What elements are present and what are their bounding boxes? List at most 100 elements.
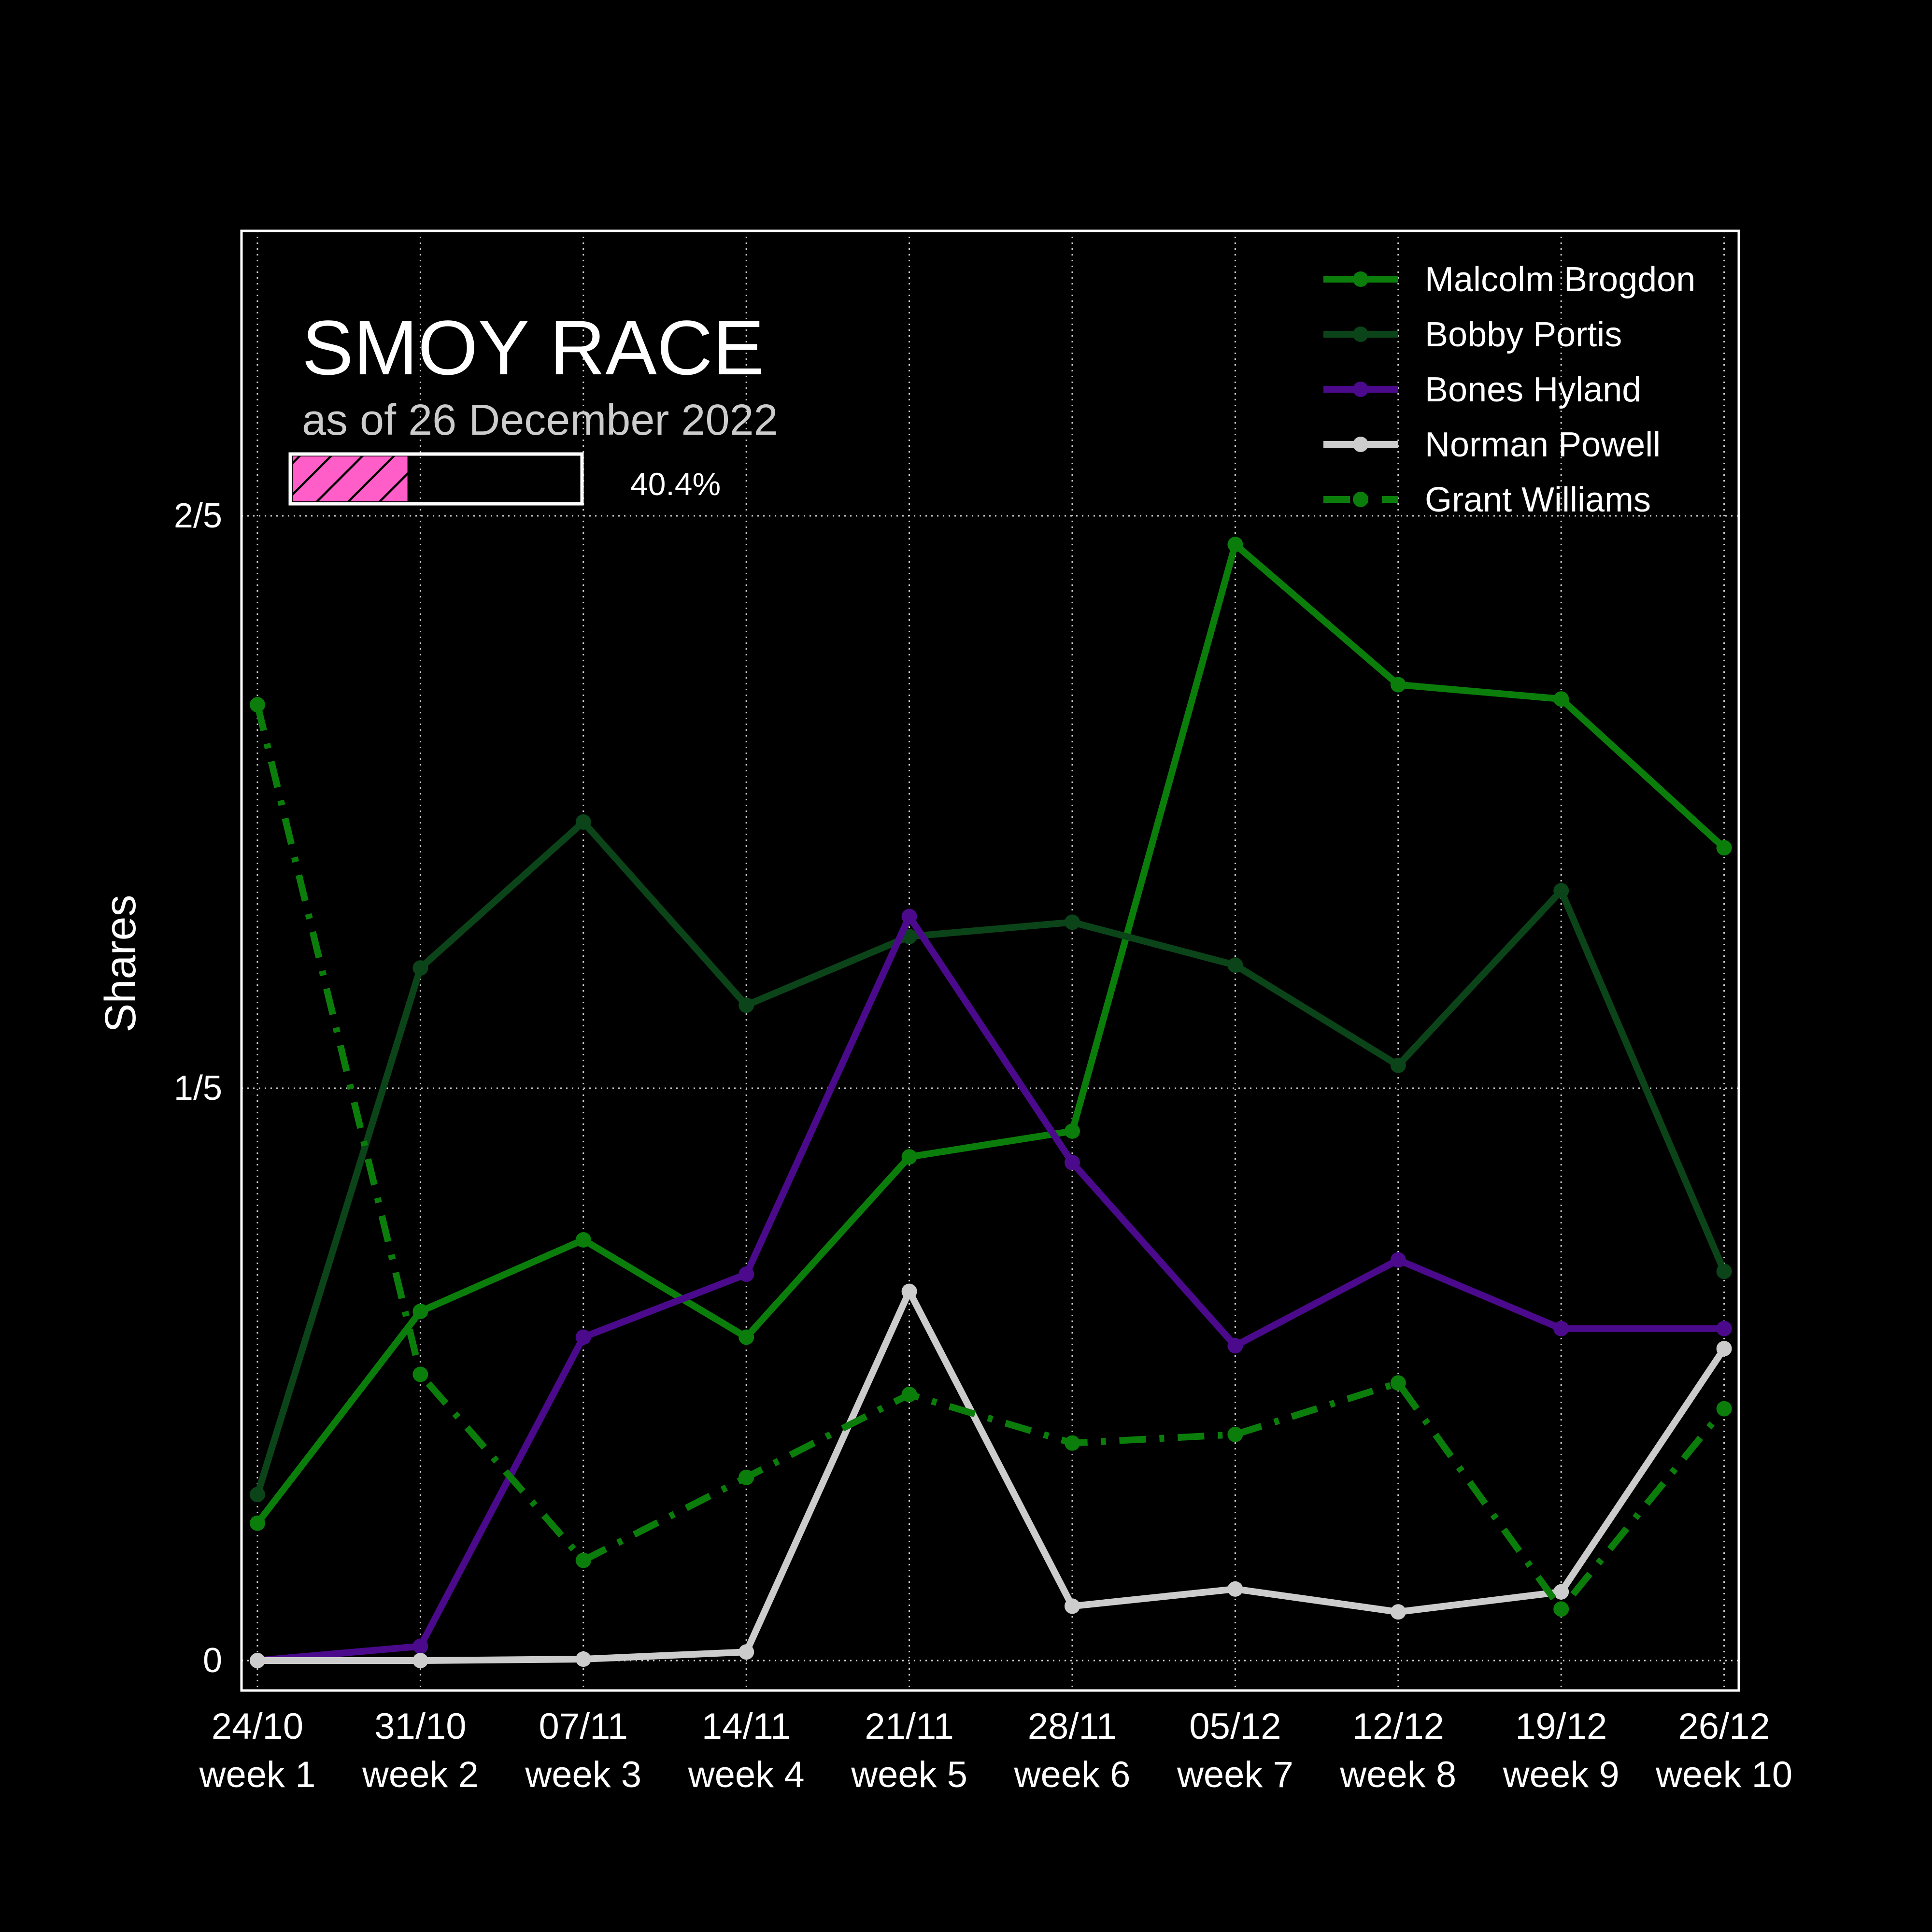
data-point: [412, 960, 428, 976]
legend-item: Norman Powell: [1323, 426, 1661, 464]
data-point: [739, 1644, 754, 1660]
series-line: [257, 1288, 1727, 1664]
progress-bar-border: [288, 452, 584, 506]
x-tick-label-week: week 10: [1655, 1754, 1792, 1795]
data-point: [412, 1653, 428, 1668]
legend-swatch-marker: [1353, 382, 1368, 397]
y-axis-label: Shares: [97, 895, 145, 1032]
legend-label: Norman Powell: [1425, 426, 1661, 464]
x-tick-label-date: 26/12: [1678, 1706, 1770, 1747]
data-point: [575, 1552, 591, 1568]
data-point: [1553, 1601, 1569, 1617]
series-line: [255, 541, 1727, 1525]
data-point: [901, 1149, 917, 1165]
x-tick-label-week: week 2: [362, 1754, 479, 1795]
data-point: [1716, 1341, 1732, 1357]
series-malcolm-brogdon: [250, 537, 1732, 1531]
y-tick-label: 1/5: [174, 1069, 222, 1108]
data-point: [1716, 1264, 1732, 1279]
legend-swatch-marker: [1353, 327, 1368, 342]
legend-label: Malcolm Brogdon: [1425, 260, 1695, 299]
data-point: [1390, 1375, 1406, 1391]
x-tick-label-date: 28/11: [1028, 1706, 1117, 1747]
data-point: [1716, 840, 1732, 856]
x-tick-label-week: week 1: [199, 1754, 316, 1795]
legend-swatch-marker: [1353, 492, 1368, 507]
x-tick-label-week: week 5: [851, 1754, 967, 1795]
legend-item: Bones Hyland: [1323, 370, 1641, 409]
data-point: [1065, 1123, 1080, 1139]
y-tick-labels: 0 1/5 2/5: [174, 497, 222, 1680]
data-point: [1227, 537, 1243, 553]
data-point: [1227, 1581, 1243, 1597]
data-point: [1065, 1155, 1080, 1171]
x-tick-label-week: week 6: [1014, 1754, 1131, 1795]
y-tick-label: 0: [203, 1641, 222, 1680]
data-point: [1553, 1584, 1569, 1600]
legend-item: Grant Williams: [1323, 481, 1651, 519]
data-point: [250, 697, 265, 713]
x-tick-label-week: week 3: [525, 1754, 641, 1795]
x-tick-labels: 24/10 week 1 31/10 week 2 07/11 week 3 14/11 we…: [199, 1706, 1793, 1795]
data-point: [1390, 1057, 1406, 1073]
series-norman-powell: [250, 1283, 1732, 1668]
chart-title: SMOY RACE: [302, 304, 764, 391]
data-point: [250, 1487, 265, 1503]
data-point: [739, 997, 754, 1013]
data-point: [1227, 957, 1243, 973]
data-point: [901, 1283, 917, 1299]
data-point: [575, 814, 591, 830]
data-point: [1390, 677, 1406, 693]
legend-swatch-marker: [1353, 437, 1368, 452]
data-point: [1716, 1401, 1732, 1417]
data-point: [1227, 1426, 1243, 1442]
legend-label: Bones Hyland: [1425, 370, 1641, 409]
data-point: [1553, 883, 1569, 899]
chart-subtitle: as of 26 December 2022: [302, 396, 778, 444]
data-point: [1065, 914, 1080, 930]
data-point: [412, 1638, 428, 1654]
data-point: [575, 1651, 591, 1667]
y-tick-label: 2/5: [174, 497, 222, 535]
data-point: [739, 1266, 754, 1282]
data-point: [1390, 1604, 1406, 1620]
series-bones-hyland: [250, 909, 1732, 1668]
legend-label: Grant Williams: [1425, 481, 1651, 519]
legend-item: Malcolm Brogdon: [1323, 260, 1695, 299]
data-point: [1390, 1252, 1406, 1268]
x-tick-label-date: 21/11: [865, 1706, 954, 1747]
data-point: [1553, 1321, 1569, 1336]
x-tick-label-week: week 7: [1177, 1754, 1293, 1795]
series-layer: [250, 537, 1732, 1668]
data-point: [901, 909, 917, 924]
data-point: [1716, 1321, 1732, 1336]
x-tick-label-week: week 4: [688, 1754, 805, 1795]
progress-bar-fill: [291, 455, 410, 503]
x-tick-label-week: week 8: [1339, 1754, 1456, 1795]
series-bobby-portis: [250, 814, 1732, 1503]
plot-frame: [240, 229, 1740, 1692]
data-point: [1227, 1338, 1243, 1354]
legend-swatch-marker: [1353, 271, 1368, 287]
legend: Malcolm Brogdon Bobby Portis Bones Hyland N…: [1323, 260, 1695, 519]
x-tick-label-date: 05/12: [1189, 1706, 1281, 1747]
series-line: [257, 913, 1724, 1664]
data-point: [412, 1366, 428, 1382]
progress-bar: 40.4%: [288, 452, 721, 506]
data-point: [1553, 691, 1569, 707]
x-tick-label-date: 12/12: [1352, 1706, 1444, 1747]
x-tick-label-date: 31/10: [374, 1706, 466, 1747]
legend-label: Bobby Portis: [1425, 315, 1622, 354]
series-line: [254, 704, 1727, 1613]
data-point: [575, 1232, 591, 1248]
legend-item: Bobby Portis: [1323, 315, 1622, 354]
data-point: [1065, 1435, 1080, 1451]
data-point: [1065, 1598, 1080, 1614]
data-point: [412, 1304, 428, 1320]
data-point: [250, 1515, 265, 1531]
data-point: [575, 1329, 591, 1345]
data-point: [739, 1469, 754, 1485]
x-tick-label-date: 19/12: [1515, 1706, 1607, 1747]
